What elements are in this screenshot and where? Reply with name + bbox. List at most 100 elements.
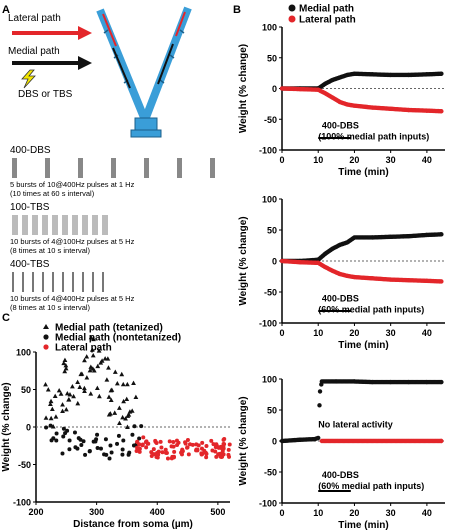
- tetanized-data-point: [87, 368, 93, 373]
- protocol-pulse-bar: [111, 158, 116, 178]
- legend-label: Medial path (tetanized): [55, 323, 163, 334]
- tetanized-data-point: [82, 357, 87, 363]
- lateral-data-point: [226, 447, 231, 452]
- x-tick-label: 500: [210, 507, 225, 517]
- protocol-pulse-bar: [144, 158, 149, 178]
- tetanized-data-point: [63, 362, 69, 368]
- lateral-data-point: [144, 439, 149, 444]
- nontetanized-data-point: [120, 452, 125, 457]
- protocol-pulse-bar: [22, 215, 28, 235]
- protocol-pulse-bar: [177, 158, 182, 178]
- tetanized-data-point: [84, 354, 90, 359]
- lateral-data-point: [179, 452, 184, 457]
- tetanized-data-point: [105, 356, 111, 361]
- tetanized-data-point: [88, 391, 94, 396]
- lateral-data-point: [211, 442, 216, 447]
- tetanized-data-point: [62, 368, 68, 374]
- tetanized-data-point: [47, 401, 53, 406]
- tetanized-data-point: [90, 352, 96, 358]
- tetanized-data-point: [126, 412, 132, 417]
- tetanized-data-point: [131, 380, 136, 385]
- lateral-data-point: [180, 447, 185, 452]
- tetanized-data-point: [84, 375, 90, 380]
- lateral-input-fiber-right: [175, 11, 186, 37]
- tetanized-data-point: [45, 387, 51, 392]
- annotation-note: No lateral activity: [318, 419, 393, 429]
- tetanized-data-point: [123, 416, 128, 421]
- nontetanized-data-point: [116, 433, 121, 438]
- y-tick-label: -100: [259, 319, 277, 329]
- tetanized-data-point: [109, 387, 115, 392]
- tetanized-data-point: [121, 398, 127, 404]
- y-axis-label: Weight (% change): [1, 382, 12, 471]
- legend-marker: [43, 344, 49, 350]
- tetanized-data-point: [60, 408, 65, 414]
- lateral-data-point: [218, 451, 223, 456]
- panel-label-a: A: [2, 4, 10, 16]
- lateral-data-point: [172, 449, 177, 454]
- nontetanized-data-point: [107, 456, 112, 461]
- protocol-pulse-bar: [12, 158, 17, 178]
- tetanized-data-point: [52, 393, 58, 398]
- tetanized-data-point: [117, 420, 122, 426]
- tetanized-data-point: [58, 391, 64, 396]
- nontetanized-data-point: [61, 426, 66, 431]
- lateral-data-point: [149, 450, 154, 455]
- nontetanized-data-point: [61, 434, 66, 439]
- medial-input-fiber: [112, 47, 131, 89]
- tetanized-data-point: [62, 357, 68, 363]
- tetanized-data-point: [95, 363, 101, 369]
- nontetanized-data-point: [87, 448, 92, 453]
- lateral-data-point: [221, 441, 226, 446]
- medial-data-point: [439, 232, 444, 237]
- lateral-data-point: [160, 450, 165, 455]
- protocol-pulse-bar: [52, 215, 58, 235]
- protocol-pulse-bar: [92, 215, 98, 235]
- lateral-data-point: [140, 443, 145, 448]
- lateral-data-point: [439, 438, 444, 444]
- tetanized-data-point: [75, 400, 81, 406]
- protocol-desc-line: 10 bursts of 4@100Hz pulses at 5 Hz: [10, 237, 135, 246]
- tetanized-data-point: [81, 385, 87, 391]
- lateral-arrow: [12, 26, 92, 40]
- tetanized-data-point: [61, 360, 67, 366]
- tetanized-data-point: [77, 384, 83, 389]
- annotation-line: 400-DBS: [322, 470, 359, 480]
- lateral-data-point: [218, 454, 223, 459]
- lateral-data-point: [151, 447, 156, 452]
- nontetanized-data-point: [48, 423, 53, 428]
- tetanized-data-point: [112, 410, 118, 415]
- y-tick-label: -100: [259, 499, 277, 509]
- legend-marker: [43, 324, 49, 329]
- x-axis-label: Distance from soma (µm): [73, 519, 193, 530]
- lateral-data-point: [153, 438, 158, 443]
- protocol-pulse-bar: [72, 215, 78, 235]
- tetanized-data-point: [106, 365, 111, 370]
- annotation-line: (100% medial path inputs): [318, 131, 429, 141]
- y-axis-label: Weight (% change): [238, 44, 249, 133]
- y-tick-label: 100: [262, 375, 277, 385]
- nontetanized-data-point: [60, 451, 65, 456]
- nontetanized-data-point: [132, 424, 137, 429]
- tetanized-data-point: [64, 391, 70, 396]
- tetanized-data-point: [43, 382, 48, 387]
- x-tick-label: 400: [150, 507, 165, 517]
- lateral-data-point: [186, 452, 191, 457]
- lateral-data-point: [141, 435, 146, 440]
- x-tick-label: 10: [313, 328, 323, 338]
- tetanized-data-point: [82, 388, 87, 393]
- protocol-pulse-bar: [42, 215, 48, 235]
- y-tick-label: 100: [262, 195, 277, 205]
- neuron-schematic: [96, 6, 192, 138]
- medial-data-point: [316, 435, 321, 441]
- x-tick-label: 30: [386, 508, 396, 518]
- y-tick-label: -100: [259, 146, 277, 156]
- lateral-data-point: [209, 438, 214, 443]
- nontetanized-data-point: [109, 450, 114, 455]
- lateral-data-point: [163, 447, 168, 452]
- tetanized-data-point: [49, 406, 55, 411]
- lateral-data-point: [199, 446, 204, 451]
- nontetanized-data-point: [131, 443, 136, 448]
- nontetanized-data-point: [78, 437, 83, 442]
- lateral-data-point: [183, 441, 188, 446]
